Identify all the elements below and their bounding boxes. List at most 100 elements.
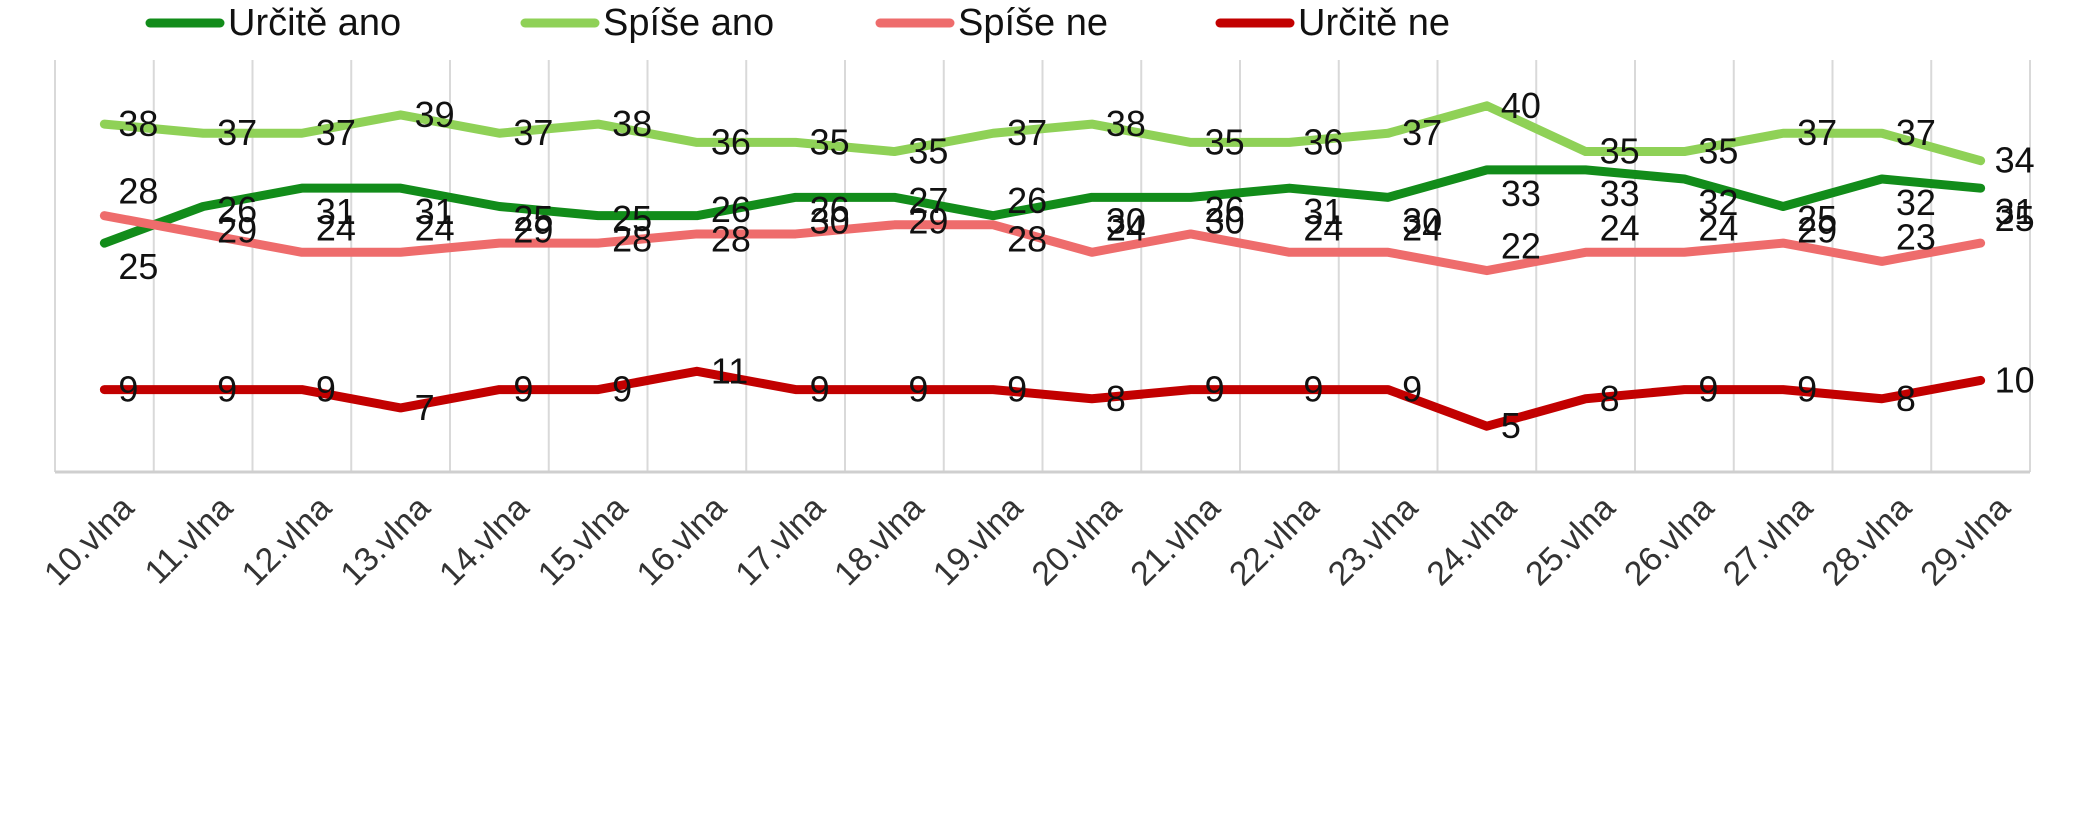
data-label: 37 (1797, 112, 1837, 153)
data-label: 25 (513, 198, 553, 239)
legend-label: Spíše ne (958, 2, 1108, 44)
data-label: 31 (1303, 191, 1343, 232)
data-label: 37 (1402, 112, 1442, 153)
data-label: 38 (612, 103, 652, 144)
data-label: 35 (1205, 121, 1245, 162)
data-label: 10 (1995, 359, 2035, 400)
x-tick-label: 26.vlna (1617, 489, 1721, 593)
data-label: 31 (316, 191, 356, 232)
data-label: 24 (1698, 207, 1738, 248)
data-label: 39 (415, 94, 455, 135)
x-tick-label: 20.vlna (1025, 489, 1129, 593)
data-label: 37 (316, 112, 356, 153)
data-label: 31 (1995, 191, 2035, 232)
series-line-2 (99, 101, 1986, 166)
x-tick-label: 16.vlna (630, 489, 734, 593)
data-label: 7 (415, 387, 435, 428)
data-label: 30 (1106, 200, 1146, 241)
data-label: 28 (118, 171, 158, 212)
data-label: 25 (1797, 198, 1837, 239)
x-tick-label: 14.vlna (432, 489, 536, 593)
data-label: 9 (513, 369, 533, 410)
x-tick-label: 13.vlna (333, 489, 437, 593)
data-label: 27 (908, 180, 948, 221)
x-tick-label: 28.vlna (1815, 489, 1919, 593)
data-label: 25 (612, 198, 652, 239)
data-label: 35 (810, 121, 850, 162)
data-label: 26 (1205, 189, 1245, 230)
data-label: 9 (908, 369, 928, 410)
data-label: 22 (1501, 226, 1541, 267)
data-label: 32 (1896, 182, 1936, 223)
data-label: 9 (1007, 369, 1027, 410)
data-label: 35 (908, 131, 948, 172)
data-label: 29 (1797, 209, 1837, 250)
data-label: 9 (1205, 369, 1225, 410)
data-label: 29 (908, 200, 948, 241)
data-label: 26 (711, 189, 751, 230)
x-tick-label: 25.vlna (1518, 489, 1622, 593)
data-label: 28 (612, 219, 652, 260)
series-line-4 (99, 366, 1986, 431)
data-label: 9 (612, 369, 632, 410)
data-label: 24 (415, 207, 455, 248)
legend-label: Určitě ne (1298, 2, 1450, 44)
data-label: 38 (1106, 103, 1146, 144)
data-label: 9 (1797, 369, 1817, 410)
x-tick-label: 10.vlna (37, 489, 141, 593)
data-label: 9 (118, 369, 138, 410)
series-line-3 (99, 211, 1986, 276)
data-label: 5 (1501, 405, 1521, 446)
x-tick-label: 17.vlna (728, 489, 832, 593)
data-label: 36 (1303, 121, 1343, 162)
data-label: 26 (810, 189, 850, 230)
data-label: 24 (1600, 207, 1640, 248)
x-tick-label: 19.vlna (926, 489, 1030, 593)
data-label: 9 (810, 369, 830, 410)
data-label: 9 (217, 369, 237, 410)
x-tick-label: 22.vlna (1222, 489, 1326, 593)
series-line-1 (99, 165, 1986, 248)
legend-label: Spíše ano (603, 2, 774, 44)
data-label: 28 (1007, 219, 1047, 260)
data-label: 9 (1303, 369, 1323, 410)
x-tick-label: 23.vlna (1321, 489, 1425, 593)
data-label: 30 (1205, 200, 1245, 241)
data-label: 38 (118, 103, 158, 144)
data-label: 24 (1303, 207, 1343, 248)
data-label: 29 (217, 209, 257, 250)
data-label: 8 (1106, 378, 1126, 419)
legend-label: Určitě ano (228, 2, 401, 44)
x-tick-label: 12.vlna (235, 489, 339, 593)
data-label: 23 (1896, 216, 1936, 257)
data-label: 24 (1106, 207, 1146, 248)
data-label: 9 (316, 369, 336, 410)
x-tick-label: 15.vlna (531, 489, 635, 593)
x-tick-label: 27.vlna (1716, 489, 1820, 593)
data-label: 9 (1402, 369, 1422, 410)
data-label: 24 (1402, 207, 1442, 248)
data-label: 36 (711, 121, 751, 162)
data-label: 40 (1501, 85, 1541, 126)
x-tick-label: 24.vlna (1420, 489, 1524, 593)
x-tick-label: 29.vlna (1913, 489, 2017, 593)
data-label: 29 (513, 209, 553, 250)
data-label: 32 (1698, 182, 1738, 223)
x-tick-label: 18.vlna (827, 489, 931, 593)
data-label: 37 (513, 112, 553, 153)
data-label: 9 (1698, 369, 1718, 410)
data-label: 37 (1007, 112, 1047, 153)
data-label: 37 (1896, 112, 1936, 153)
series-group (99, 101, 1986, 431)
data-label: 30 (1402, 200, 1442, 241)
data-label: 35 (1698, 131, 1738, 172)
x-tick-label: 11.vlna (138, 489, 241, 592)
data-label: 31 (415, 191, 455, 232)
data-label: 35 (1600, 131, 1640, 172)
legend: Určitě ano Spíše ano Spíše ne Určitě ne (145, 2, 1450, 44)
data-label: 25 (1995, 198, 2035, 239)
data-label: 30 (810, 200, 850, 241)
data-label: 8 (1600, 378, 1620, 419)
